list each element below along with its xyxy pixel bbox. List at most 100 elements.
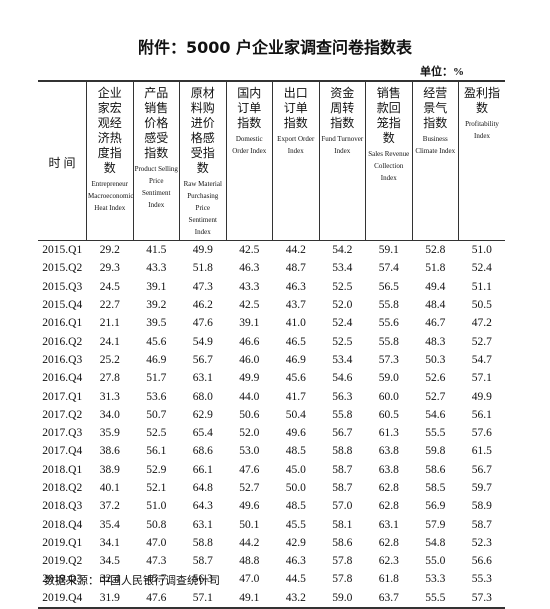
- cell: 56.7: [192, 353, 213, 366]
- cell: 38.6: [99, 445, 120, 458]
- column-header: 销售款回笼指数 Sales Revenue Collection Index: [365, 80, 412, 241]
- cell: 54.6: [425, 408, 446, 421]
- cell: 32.4: [99, 573, 120, 586]
- cell: 52.9: [146, 463, 167, 476]
- cell: 41.7: [285, 390, 306, 403]
- time-header: 时 间: [38, 80, 87, 241]
- cell: 51.1: [471, 280, 492, 293]
- cell: 55.8: [378, 299, 399, 312]
- cell: 47.0: [146, 536, 167, 549]
- cell: 61.3: [378, 427, 399, 440]
- cell: 57.8: [332, 555, 353, 568]
- cell: 47.2: [471, 317, 492, 330]
- cell: 47.3: [146, 555, 167, 568]
- cell: 68.0: [192, 390, 213, 403]
- cell: 52.3: [471, 536, 492, 549]
- column-header: 盈利指数 Profitability Index: [458, 80, 505, 241]
- cell: 54.6: [332, 372, 353, 385]
- cell: 52.5: [332, 280, 353, 293]
- column-header: 原材料购进价格感受指数 Raw Material Purchasing Price…: [179, 80, 226, 241]
- cell: 49.9: [471, 390, 492, 403]
- cell: 50.6: [239, 408, 260, 421]
- column-header: 资金周转指数 Fund Turnover Index: [318, 80, 366, 241]
- header-cn: 国内订单指数: [237, 86, 262, 130]
- table-row: 2017.Q2 34.0 50.7 62.9 50.6 50.4 55.8 60.5 54.6 5…: [38, 406, 505, 424]
- column-header: 产品销售价格感受指数 Product Selling Price Sentimen…: [132, 80, 180, 241]
- cell: 63.1: [192, 372, 213, 385]
- cell: 58.7: [192, 555, 213, 568]
- cell: 52.7: [239, 482, 260, 494]
- title: 附件：5000 户企业家调查问卷指数表: [137, 38, 413, 57]
- index-table: 时 间企业家宏观经济热度指数 Entrepreneur Macroeconomic…: [38, 80, 505, 609]
- cell: 54.2: [332, 244, 353, 257]
- cell: 58.7: [332, 482, 353, 494]
- header-cn: 盈利指数: [464, 86, 501, 115]
- time-cell: 2015.Q3: [42, 280, 83, 293]
- cell: 46.2: [192, 299, 213, 312]
- cell: 57.1: [471, 372, 492, 385]
- cell: 43.7: [285, 299, 306, 312]
- time-cell: 2017.Q4: [42, 445, 83, 458]
- cell: 56.1: [146, 445, 167, 458]
- cell: 58.1: [332, 518, 353, 531]
- table-row: 2015.Q1 29.2 41.5 49.9 42.5 44.2 54.2 59.1 52.8 5…: [38, 241, 505, 260]
- header-en: Raw Material Purchasing Price Sentiment …: [183, 180, 222, 236]
- cell: 53.4: [332, 353, 353, 366]
- column-header: 出口订单指数 Export Order Index: [272, 80, 319, 241]
- table-row: 2019.Q2 34.5 47.3 58.7 48.8 46.3 57.8 62.3 55.0 5…: [38, 552, 505, 570]
- cell: 60.5: [378, 408, 399, 421]
- column-header: 企业家宏观经济热度指数 Entrepreneur Macroeconomic He…: [86, 80, 133, 241]
- cell: 58.8: [332, 445, 353, 458]
- time-cell: 2016.Q2: [42, 335, 83, 348]
- header-en: Profitability Index: [465, 120, 499, 140]
- cell: 44.2: [285, 244, 306, 257]
- cell: 49.4: [425, 280, 446, 293]
- time-cell: 2016.Q1: [42, 317, 83, 330]
- time-cell: 2017.Q3: [42, 427, 83, 440]
- cell: 46.3: [239, 262, 260, 275]
- cell: 49.9: [239, 372, 260, 385]
- cell: 22.7: [99, 299, 120, 312]
- cell: 41.5: [146, 244, 167, 257]
- cell: 50.0: [285, 482, 306, 494]
- cell: 45.0: [285, 463, 306, 476]
- header-cn: 原材料购进价格感受指数: [190, 86, 215, 175]
- cell: 63.1: [378, 518, 399, 531]
- cell: 50.7: [146, 408, 167, 421]
- header-en: Sales Revenue Collection Index: [368, 150, 410, 182]
- table-row: 2015.Q4 22.7 39.2 46.2 42.5 43.7 52.0 55.8 48.4 5…: [38, 296, 505, 314]
- table-row: 2016.Q4 27.8 51.7 63.1 49.9 45.6 54.6 59.0 52.6 5…: [38, 369, 505, 387]
- cell: 59.8: [425, 445, 446, 458]
- cell: 56.6: [471, 555, 492, 568]
- cell: 50.3: [425, 353, 446, 366]
- cell: 29.2: [99, 244, 120, 257]
- cell: 34.5: [99, 555, 120, 568]
- cell: 55.5: [412, 588, 459, 609]
- time-cell: 2019.Q1: [42, 536, 83, 549]
- table-row: 2019.Q3 32.4 45.7 56.3 47.0 44.5 57.8 61.8 53.3 5…: [38, 570, 505, 588]
- cell: 47.6: [192, 317, 213, 330]
- cell: 24.5: [99, 280, 120, 293]
- header-cn: 销售款回笼指数: [376, 86, 401, 145]
- cell: 62.9: [192, 408, 213, 421]
- cell: 59.1: [378, 244, 399, 257]
- cell: 27.8: [99, 372, 120, 385]
- cell: 52.1: [146, 482, 167, 494]
- cell: 56.7: [471, 463, 492, 476]
- table-row: 2019.Q4 31.9 47.6 57.1 49.1 43.2 59.0 63.7 55.5 5…: [38, 588, 505, 609]
- table-row: 2015.Q2 29.3 43.3 51.8 46.3 48.7 53.4 57.4 51.8 5…: [38, 259, 505, 277]
- cell: 63.7: [365, 588, 412, 609]
- cell: 52.7: [471, 335, 492, 348]
- cell: 34.0: [99, 408, 120, 421]
- header-en: Export Order Index: [277, 135, 315, 155]
- cell: 43.3: [146, 262, 167, 275]
- cell: 64.8: [192, 482, 213, 494]
- cell: 52.0: [239, 427, 260, 440]
- cell: 59.7: [471, 482, 492, 494]
- cell: 50.8: [146, 518, 167, 531]
- unit: 单位：%: [420, 66, 464, 78]
- cell: 59.0: [378, 372, 399, 385]
- cell: 47.6: [133, 588, 180, 609]
- time-cell: 2017.Q2: [42, 408, 83, 421]
- page: 附件：5000 户企业家调查问卷指数表 单位：% 时 间企业家宏观经济热度指数 E…: [38, 38, 505, 609]
